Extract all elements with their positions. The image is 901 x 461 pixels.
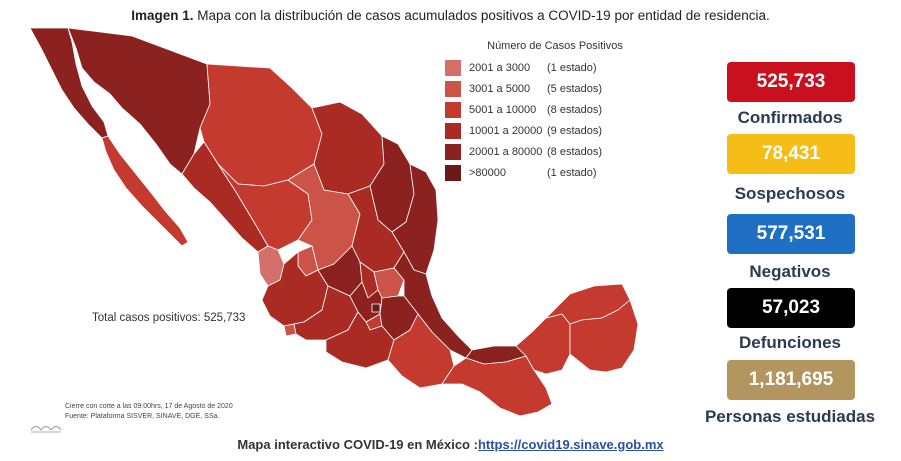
stat-value: 57,023 xyxy=(727,288,855,328)
legend-count: (1 estado) xyxy=(547,61,597,74)
figure-title: Imagen 1. Mapa con la distribución de ca… xyxy=(0,8,901,23)
stat-label: Defunciones xyxy=(738,333,842,352)
map-legend: Número de Casos Positivos 2001 a 3000 (1… xyxy=(445,40,645,183)
legend-item: 5001 a 10000 (8 estados) xyxy=(445,99,645,120)
legend-count: (9 estados) xyxy=(547,124,603,137)
state-oaxaca xyxy=(387,313,455,389)
footnote: Cierre con corte a las 09:00hrs, 17 de A… xyxy=(65,402,233,422)
legend-swatch xyxy=(445,164,461,181)
footnote-source: Fuente: Plataforma SISVER, SINAVE, DGE, … xyxy=(65,413,220,420)
mexico-map xyxy=(29,27,639,417)
legend-item: 2001 a 3000 (1 estado) xyxy=(445,57,645,78)
footer-text: Mapa interactivo COVID-19 en México : xyxy=(237,437,478,452)
state-quintana-roo xyxy=(569,299,639,373)
legend-title: Número de Casos Positivos xyxy=(487,40,623,52)
footnote-cutoff: Cierre con corte a las 09:00hrs, 17 de A… xyxy=(65,403,233,410)
legend-swatch xyxy=(445,101,461,118)
total-cases-label: Total casos positivos: 525,733 xyxy=(92,312,246,324)
legend-range: 3001 a 5000 xyxy=(469,82,531,95)
legend-count: (1 estado) xyxy=(547,166,597,179)
legend-range: >80000 xyxy=(469,166,507,179)
legend-swatch xyxy=(445,59,461,76)
figure-title-text: Mapa con la distribución de casos acumul… xyxy=(197,8,770,23)
stat-value: 1,181,695 xyxy=(727,360,855,400)
legend-range: 10001 a 20000 xyxy=(469,124,543,137)
legend-range: 20001 a 80000 xyxy=(469,145,543,158)
covid-map-link[interactable]: https://covid19.sinave.gob.mx xyxy=(477,437,664,452)
legend-item: 10001 a 20000 (9 estados) xyxy=(445,120,645,141)
waves-logo-icon xyxy=(30,426,62,433)
legend-item: >80000 (1 estado) xyxy=(445,162,645,183)
state-chiapas xyxy=(441,355,553,417)
figure-title-label: Imagen 1. xyxy=(131,8,194,23)
state-cdmx xyxy=(371,303,381,313)
stat-label: Confirmados xyxy=(737,108,843,127)
legend-swatch xyxy=(445,143,461,160)
state-baja-california-sur xyxy=(101,135,189,247)
legend-range: 2001 a 3000 xyxy=(469,61,531,74)
legend-item: 3001 a 5000 (5 estados) xyxy=(445,78,645,99)
legend-count: (8 estados) xyxy=(547,103,603,116)
footer: Mapa interactivo COVID-19 en México :htt… xyxy=(0,437,901,452)
legend-count: (8 estados) xyxy=(547,145,603,158)
stat-label: Sospechosos xyxy=(734,184,846,203)
legend-swatch xyxy=(445,122,461,139)
stat-label: Personas estudiadas xyxy=(704,407,876,426)
legend-swatch xyxy=(445,80,461,97)
legend-item: 20001 a 80000 (8 estados) xyxy=(445,141,645,162)
stat-value: 525,733 xyxy=(727,62,855,102)
stat-label: Negativos xyxy=(749,262,831,281)
legend-count: (5 estados) xyxy=(547,82,603,95)
legend-range: 5001 a 10000 xyxy=(469,103,537,116)
stat-value: 577,531 xyxy=(727,214,855,254)
state-coahuila xyxy=(311,101,385,195)
state-guerrero xyxy=(325,311,395,369)
stat-value: 78,431 xyxy=(727,134,855,174)
